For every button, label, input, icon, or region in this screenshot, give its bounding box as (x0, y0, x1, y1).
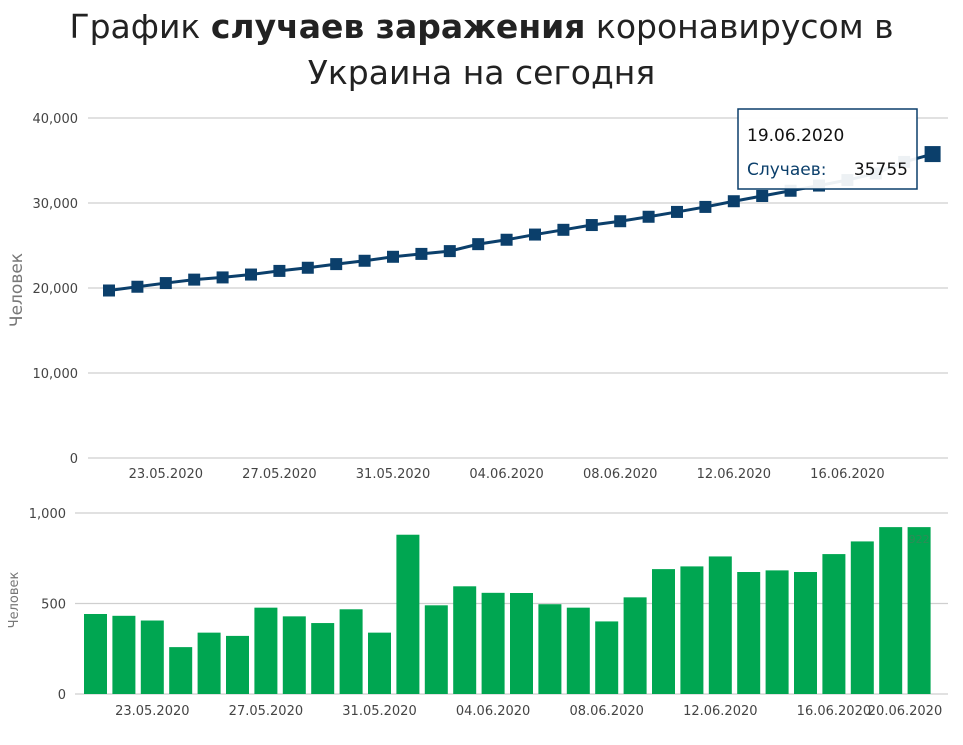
bar (424, 605, 448, 694)
bar (226, 635, 249, 694)
data-point (131, 280, 144, 293)
y-axis-label: Человек (7, 253, 27, 327)
bar (282, 616, 306, 694)
bar (822, 554, 846, 694)
data-point (500, 233, 513, 246)
tooltip: 19.06.2020 Случаев: 35755 (737, 108, 918, 190)
x-tick-label: 12.06.2020 (697, 467, 771, 482)
bar (538, 604, 562, 694)
data-point (443, 245, 456, 258)
data-point (301, 261, 314, 274)
data-point (103, 284, 115, 297)
x-tick-label: 31.05.2020 (342, 704, 416, 719)
data-point (159, 277, 172, 290)
bar (794, 572, 817, 694)
data-point (671, 205, 683, 218)
data-point (756, 189, 769, 202)
data-point (642, 210, 655, 223)
bar (169, 647, 193, 694)
y-axis-label: Человек (7, 572, 22, 629)
bar (311, 623, 335, 694)
y-tick-label: 20,000 (33, 282, 79, 297)
x-tick-label: 12.06.2020 (683, 704, 757, 719)
y-tick-label: 0 (70, 452, 78, 467)
y-tick-label: 500 (41, 598, 66, 613)
data-point (330, 258, 343, 271)
bar (737, 572, 761, 694)
x-tick-label: 16.06.2020 (797, 704, 871, 719)
data-point (557, 223, 570, 236)
data-point (188, 273, 201, 286)
x-tick-label: 04.06.2020 (469, 467, 543, 482)
bar (396, 534, 420, 694)
bar (566, 607, 590, 694)
x-tick-label: 16.06.2020 (810, 467, 884, 482)
bar (765, 570, 789, 694)
tooltip-value: 35755 (854, 160, 908, 180)
data-point (387, 250, 399, 263)
data-point (245, 268, 257, 281)
bar (708, 556, 732, 694)
bar (481, 592, 505, 694)
bar (84, 613, 107, 694)
data-point (273, 264, 286, 277)
data-point (529, 228, 541, 241)
data-point (614, 215, 627, 228)
bar (453, 586, 477, 694)
bar (850, 541, 874, 694)
bar (254, 607, 278, 694)
x-tick-label: 27.05.2020 (229, 704, 303, 719)
daily-cases-bar-chart: 0 500 1,000 Человек 922 23.05.2020 27.05.2020 3… (7, 507, 948, 719)
x-tick-label: 04.06.2020 (456, 704, 530, 719)
title-prefix: График (69, 7, 211, 46)
tooltip-date: 19.06.2020 (747, 126, 844, 146)
bar (907, 527, 931, 694)
bar (680, 566, 704, 694)
y-tick-label: 30,000 (33, 197, 79, 212)
data-point (727, 195, 740, 208)
title-suffix: коронавирусом в Украина на сегодня (307, 7, 894, 92)
y-tick-label: 1,000 (29, 507, 66, 522)
x-tick-label: 23.05.2020 (115, 704, 189, 719)
data-point (415, 247, 428, 260)
bar (368, 632, 391, 694)
tooltip-label: Случаев: (747, 160, 826, 180)
data-point (216, 271, 229, 284)
chart-title: График случаев заражения коронавирусом в… (0, 4, 963, 96)
data-point (924, 146, 941, 163)
bar (140, 620, 164, 694)
bar (623, 597, 647, 694)
bar-data-label: 922 (909, 533, 930, 546)
bar (595, 621, 619, 694)
data-point (585, 219, 598, 232)
x-tick-label: 27.05.2020 (242, 467, 316, 482)
title-bold: случаев заражения (210, 7, 586, 46)
bar (112, 615, 136, 694)
y-tick-label: 40,000 (33, 112, 79, 127)
data-point (699, 200, 712, 213)
tooltip-box (737, 108, 918, 190)
y-tick-label: 10,000 (33, 367, 79, 382)
x-tick-label: 08.06.2020 (569, 704, 643, 719)
bar (879, 527, 903, 694)
x-tick-label: 08.06.2020 (583, 467, 657, 482)
bar (652, 569, 675, 694)
bar (339, 609, 363, 694)
data-point (358, 254, 371, 267)
data-point (472, 238, 485, 251)
cumulative-cases-line-chart: 0 10,000 20,000 30,000 40,000 Человек 23.05.20… (7, 108, 948, 482)
x-tick-label: 31.05.2020 (356, 467, 430, 482)
bar (197, 632, 221, 694)
bar (510, 593, 533, 694)
y-tick-label: 0 (58, 688, 66, 703)
x-tick-label: 20.06.2020 (868, 704, 942, 719)
x-tick-label: 23.05.2020 (129, 467, 203, 482)
